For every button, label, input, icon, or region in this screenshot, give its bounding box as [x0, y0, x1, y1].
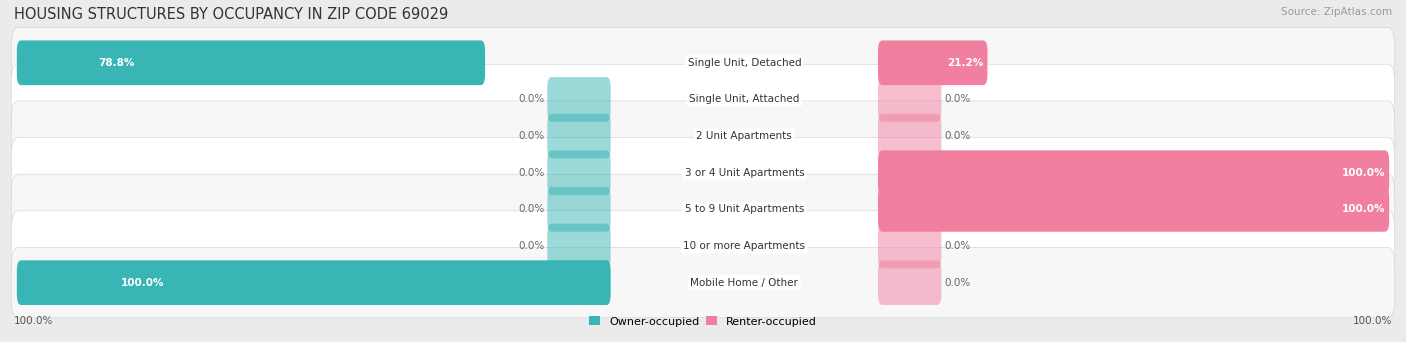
Text: Single Unit, Attached: Single Unit, Attached [689, 94, 800, 104]
Text: 5 to 9 Unit Apartments: 5 to 9 Unit Apartments [685, 205, 804, 214]
FancyBboxPatch shape [11, 137, 1395, 208]
Text: 100.0%: 100.0% [1341, 205, 1385, 214]
Text: 0.0%: 0.0% [945, 94, 970, 104]
Text: 3 or 4 Unit Apartments: 3 or 4 Unit Apartments [685, 168, 804, 178]
Text: 21.2%: 21.2% [948, 58, 983, 68]
Text: 0.0%: 0.0% [945, 278, 970, 288]
Text: 0.0%: 0.0% [519, 94, 544, 104]
Text: 0.0%: 0.0% [519, 131, 544, 141]
Text: 100.0%: 100.0% [14, 316, 53, 327]
FancyBboxPatch shape [11, 64, 1395, 135]
Legend: Owner-occupied, Renter-occupied: Owner-occupied, Renter-occupied [585, 312, 821, 331]
Text: Mobile Home / Other: Mobile Home / Other [690, 278, 799, 288]
FancyBboxPatch shape [11, 101, 1395, 171]
Text: Single Unit, Detached: Single Unit, Detached [688, 58, 801, 68]
Text: Source: ZipAtlas.com: Source: ZipAtlas.com [1281, 7, 1392, 17]
FancyBboxPatch shape [547, 187, 610, 232]
Text: 100.0%: 100.0% [1353, 316, 1392, 327]
Text: 0.0%: 0.0% [945, 241, 970, 251]
FancyBboxPatch shape [877, 40, 987, 85]
Text: 0.0%: 0.0% [519, 205, 544, 214]
Text: 0.0%: 0.0% [519, 241, 544, 251]
FancyBboxPatch shape [11, 174, 1395, 245]
FancyBboxPatch shape [547, 114, 610, 158]
Text: 10 or more Apartments: 10 or more Apartments [683, 241, 806, 251]
FancyBboxPatch shape [877, 224, 942, 268]
FancyBboxPatch shape [877, 187, 1389, 232]
Text: 78.8%: 78.8% [98, 58, 135, 68]
FancyBboxPatch shape [547, 224, 610, 268]
Text: 100.0%: 100.0% [121, 278, 165, 288]
FancyBboxPatch shape [547, 77, 610, 122]
FancyBboxPatch shape [877, 260, 942, 305]
FancyBboxPatch shape [547, 150, 610, 195]
FancyBboxPatch shape [17, 260, 610, 305]
Text: 2 Unit Apartments: 2 Unit Apartments [696, 131, 792, 141]
FancyBboxPatch shape [877, 114, 942, 158]
Text: 0.0%: 0.0% [945, 131, 970, 141]
FancyBboxPatch shape [11, 211, 1395, 281]
FancyBboxPatch shape [11, 28, 1395, 98]
Text: 0.0%: 0.0% [519, 168, 544, 178]
Text: 100.0%: 100.0% [1341, 168, 1385, 178]
FancyBboxPatch shape [877, 77, 942, 122]
FancyBboxPatch shape [17, 40, 485, 85]
Text: HOUSING STRUCTURES BY OCCUPANCY IN ZIP CODE 69029: HOUSING STRUCTURES BY OCCUPANCY IN ZIP C… [14, 7, 449, 22]
FancyBboxPatch shape [877, 150, 1389, 195]
FancyBboxPatch shape [11, 248, 1395, 318]
